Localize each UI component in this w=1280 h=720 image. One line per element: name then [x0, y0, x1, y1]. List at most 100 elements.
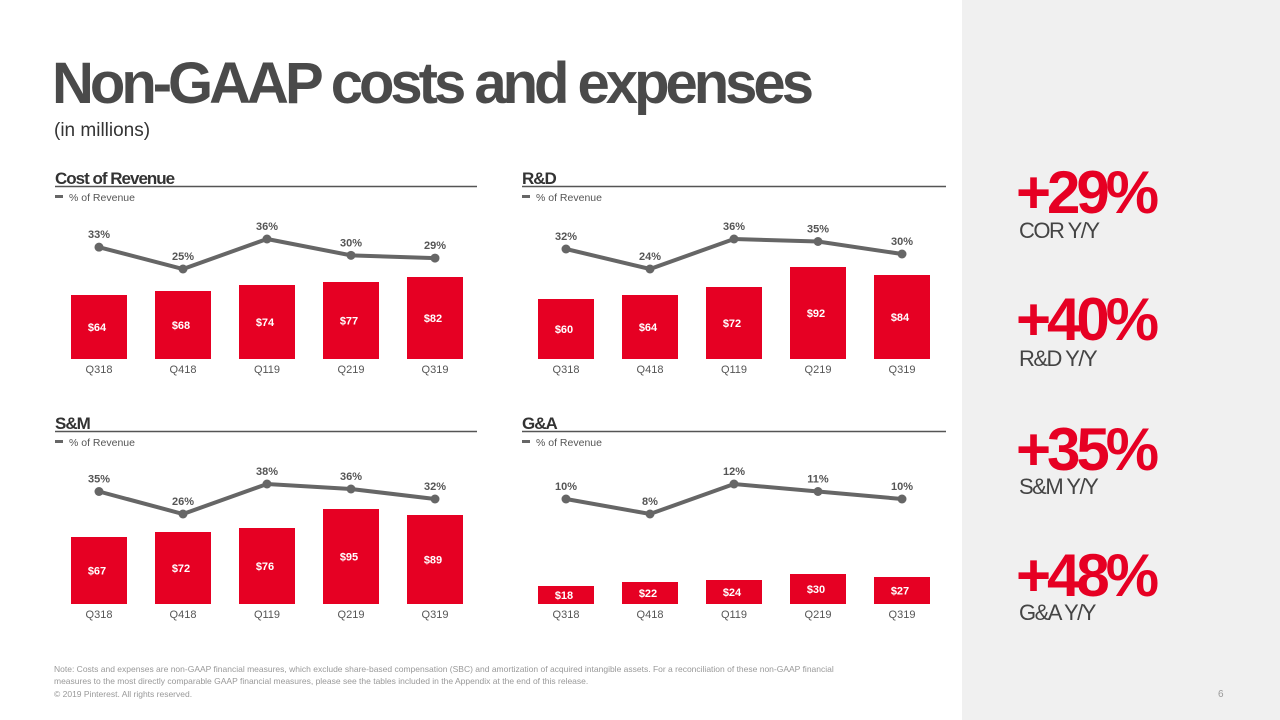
point-label: 11%	[807, 474, 829, 486]
footnote: measures to the most directly comparable…	[54, 676, 588, 686]
page-number: 6	[1218, 689, 1224, 700]
bar	[538, 586, 594, 604]
bar	[323, 282, 379, 359]
point-label: 24%	[639, 251, 661, 263]
line-point	[813, 487, 823, 496]
line-point	[94, 242, 104, 252]
point-label: 32%	[424, 481, 446, 493]
chart-title: R&D	[522, 169, 557, 188]
x-tick-label: Q418	[637, 609, 664, 621]
bar-label: $64	[639, 322, 658, 334]
line-point	[897, 494, 907, 504]
line-point	[645, 264, 655, 274]
x-tick-label: Q418	[170, 364, 197, 376]
copyright: © 2019 Pinterest. All rights reserved.	[54, 689, 192, 699]
line-point	[430, 494, 440, 504]
highlight-label: G&A Y/Y	[1019, 600, 1097, 625]
bar-label: $72	[723, 318, 741, 330]
highlight-label: R&D Y/Y	[1019, 346, 1098, 371]
bar-label: $74	[256, 317, 275, 329]
x-tick-label: Q119	[254, 364, 280, 376]
x-tick-label: Q318	[86, 609, 113, 621]
legend-swatch	[522, 440, 530, 443]
point-label: 35%	[807, 224, 829, 236]
x-tick-label: Q418	[637, 364, 664, 376]
bar	[622, 295, 678, 359]
bar	[790, 574, 846, 604]
bar-label: $82	[424, 313, 442, 325]
x-tick-label: Q319	[422, 609, 449, 621]
bar-label: $22	[639, 588, 657, 600]
bar-label: $18	[555, 590, 573, 602]
legend-label: % of Revenue	[69, 192, 135, 204]
line-point	[346, 484, 356, 494]
point-label: 35%	[88, 474, 110, 486]
point-label: 10%	[555, 481, 577, 493]
point-label: 12%	[723, 466, 745, 478]
point-label: 36%	[340, 471, 362, 483]
point-label: 26%	[172, 496, 194, 508]
line-point	[346, 250, 356, 260]
line-point	[561, 244, 571, 254]
x-tick-label: Q318	[86, 364, 113, 376]
line-point	[729, 234, 739, 244]
bar-label: $95	[340, 552, 358, 564]
point-label: 25%	[172, 251, 194, 263]
bar-label: $27	[891, 586, 909, 598]
bar-label: $68	[172, 320, 190, 332]
bar-label: $24	[723, 587, 742, 599]
bar-label: $60	[555, 324, 573, 336]
chart-title: S&M	[55, 414, 91, 433]
bar-label: $76	[256, 561, 274, 573]
x-tick-label: Q318	[553, 609, 580, 621]
x-tick-label: Q219	[805, 609, 832, 621]
point-label: 36%	[256, 221, 278, 233]
legend-label: % of Revenue	[536, 192, 602, 204]
line-point	[645, 509, 655, 519]
highlight-value: +29%	[1016, 159, 1158, 226]
bar-label: $72	[172, 563, 190, 575]
point-label: 8%	[642, 496, 658, 508]
x-tick-label: Q319	[422, 364, 449, 376]
x-tick-label: Q119	[254, 609, 280, 621]
bar	[71, 537, 127, 604]
bar-label: $30	[807, 584, 825, 596]
bar-label: $84	[891, 312, 910, 324]
legend-label: % of Revenue	[536, 437, 602, 449]
point-label: 38%	[256, 466, 278, 478]
bar	[706, 580, 762, 604]
legend-swatch	[55, 195, 63, 198]
line-point	[430, 253, 440, 263]
highlight-value: +48%	[1016, 542, 1158, 609]
line-point	[897, 249, 907, 259]
x-tick-label: Q319	[889, 609, 916, 621]
bar	[155, 532, 211, 604]
bar-label: $89	[424, 555, 442, 567]
bar	[323, 509, 379, 604]
x-tick-label: Q219	[338, 609, 365, 621]
x-tick-label: Q219	[338, 364, 365, 376]
line-point	[178, 264, 188, 274]
x-tick-label: Q418	[170, 609, 197, 621]
bar	[790, 267, 846, 359]
point-label: 36%	[723, 221, 745, 233]
bar	[407, 515, 463, 604]
highlight-label: COR Y/Y	[1019, 218, 1100, 243]
line-point	[813, 237, 823, 246]
highlight-label: S&M Y/Y	[1019, 474, 1099, 499]
line-point	[262, 234, 272, 244]
x-tick-label: Q319	[889, 364, 916, 376]
bar	[538, 299, 594, 359]
legend-label: % of Revenue	[69, 437, 135, 449]
bar	[155, 291, 211, 359]
slide-title: Non-GAAP costs and expenses	[52, 51, 812, 116]
slide-subtitle: (in millions)	[54, 120, 150, 141]
bar	[706, 287, 762, 359]
chart-title: G&A	[522, 414, 558, 433]
line-point	[561, 494, 571, 504]
x-tick-label: Q119	[721, 364, 747, 376]
point-label: 30%	[891, 236, 913, 248]
bar-label: $92	[807, 308, 825, 320]
